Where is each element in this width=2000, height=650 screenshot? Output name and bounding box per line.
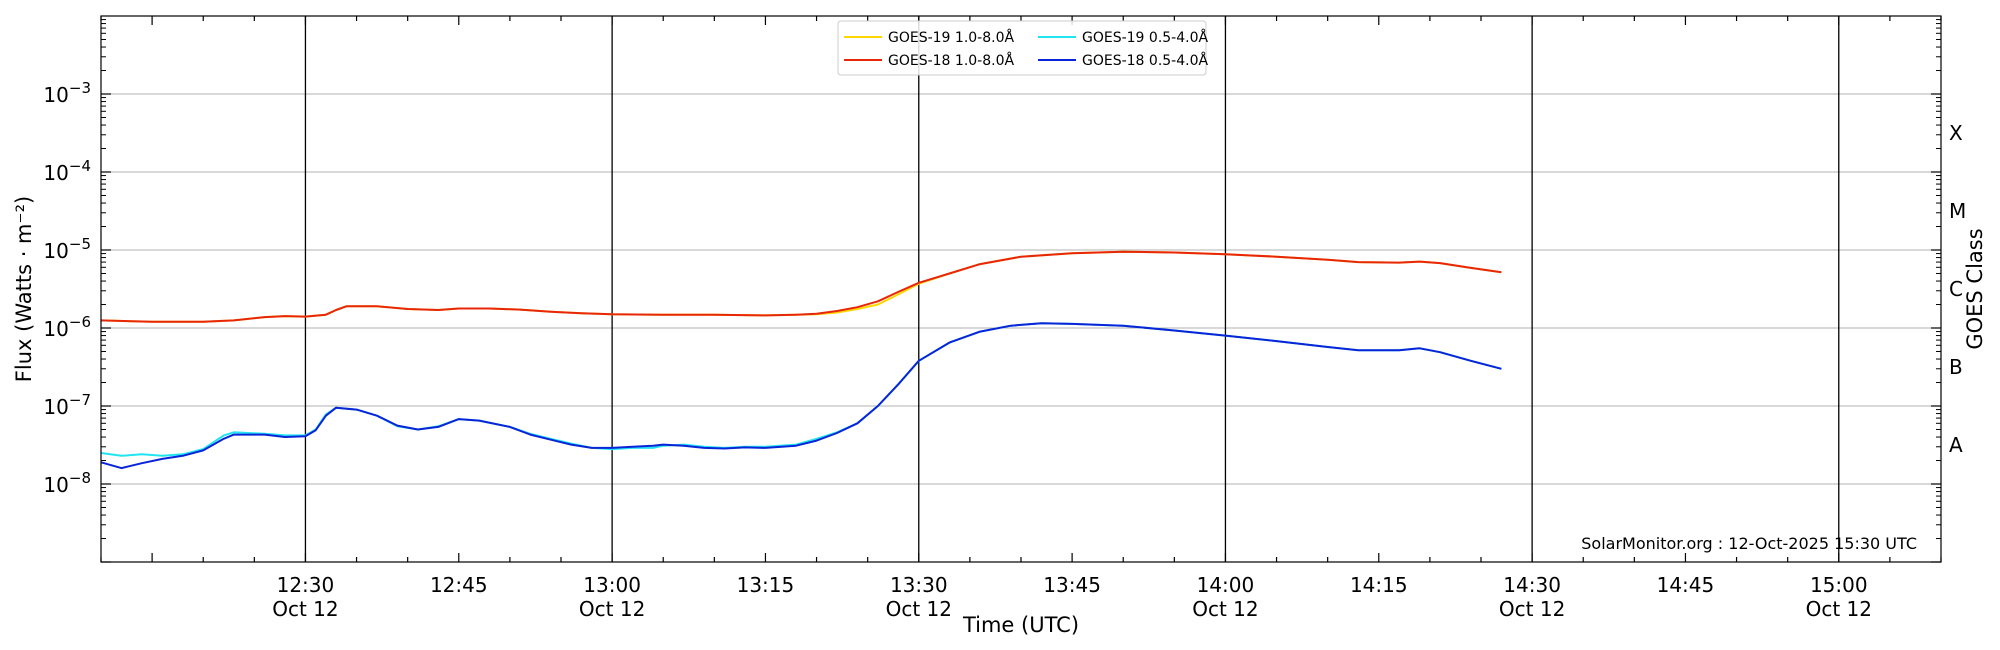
goes-class-label: B [1949,355,1963,379]
goes-class-label: A [1949,433,1963,457]
legend: GOES-19 1.0-8.0Å GOES-19 0.5-4.0Å GOES-18 … [837,20,1208,76]
credit-label: SolarMonitor.org : 12-Oct-2025 15:30 UTC [1581,534,1917,553]
x-tick-date-label: Oct 12 [886,597,952,621]
x-axis-title: Time (UTC) [962,613,1079,637]
x-tick-label: 12:45 [430,573,488,597]
y-axis-title: Flux (Watts · m⁻²) [12,196,36,382]
series-line [100,250,1502,323]
axis-ticks [100,16,1942,563]
y-tick-label: 10−7 [43,391,91,419]
flux-series [100,250,1502,470]
x-tick-label: 15:00 [1810,573,1868,597]
y-tick-label: 10−5 [43,235,91,263]
legend-label: GOES-18 0.5-4.0Å [1082,52,1208,69]
legend-label: GOES-18 1.0-8.0Å [888,52,1014,69]
goes-class-labels: A B C M X [1949,121,1966,457]
x-tick-label: 12:30 [277,573,335,597]
x-tick-date-label: Oct 12 [272,597,338,621]
x-tick-date-label: Oct 12 [1806,597,1872,621]
y-tick-label: 10−4 [43,157,91,185]
x-tick-label: 13:00 [583,573,641,597]
goes-class-label: X [1949,121,1963,145]
y-tick-label: 10−3 [43,79,91,107]
x-tick-label: 14:15 [1350,573,1408,597]
x-tick-label: 13:45 [1043,573,1101,597]
y-tick-label: 10−6 [43,313,91,341]
y-tick-labels: 10−8 10−7 10−6 10−5 10−4 10−3 [43,79,91,497]
x-tick-date-label: Oct 12 [579,597,645,621]
legend-label: GOES-19 0.5-4.0Å [1082,29,1208,46]
goes-class-label: M [1949,199,1966,223]
legend-label: GOES-19 1.0-8.0Å [888,29,1014,46]
day-boundary-lines [304,16,1840,562]
x-tick-label: 13:30 [890,573,948,597]
x-tick-label: 13:15 [737,573,795,597]
y-tick-label: 10−8 [43,469,91,497]
horizontal-gridlines [101,93,1941,485]
x-tick-label: 14:30 [1503,573,1561,597]
goes-class-label: C [1949,277,1963,301]
x-tick-label: 14:00 [1197,573,1255,597]
x-tick-label: 14:45 [1657,573,1715,597]
x-tick-date-label: Oct 12 [1192,597,1258,621]
legend-box [837,20,1207,76]
x-tick-date-label: Oct 12 [1499,597,1565,621]
goes-class-axis-title: GOES Class [1963,228,1987,349]
series-line [100,322,1502,470]
